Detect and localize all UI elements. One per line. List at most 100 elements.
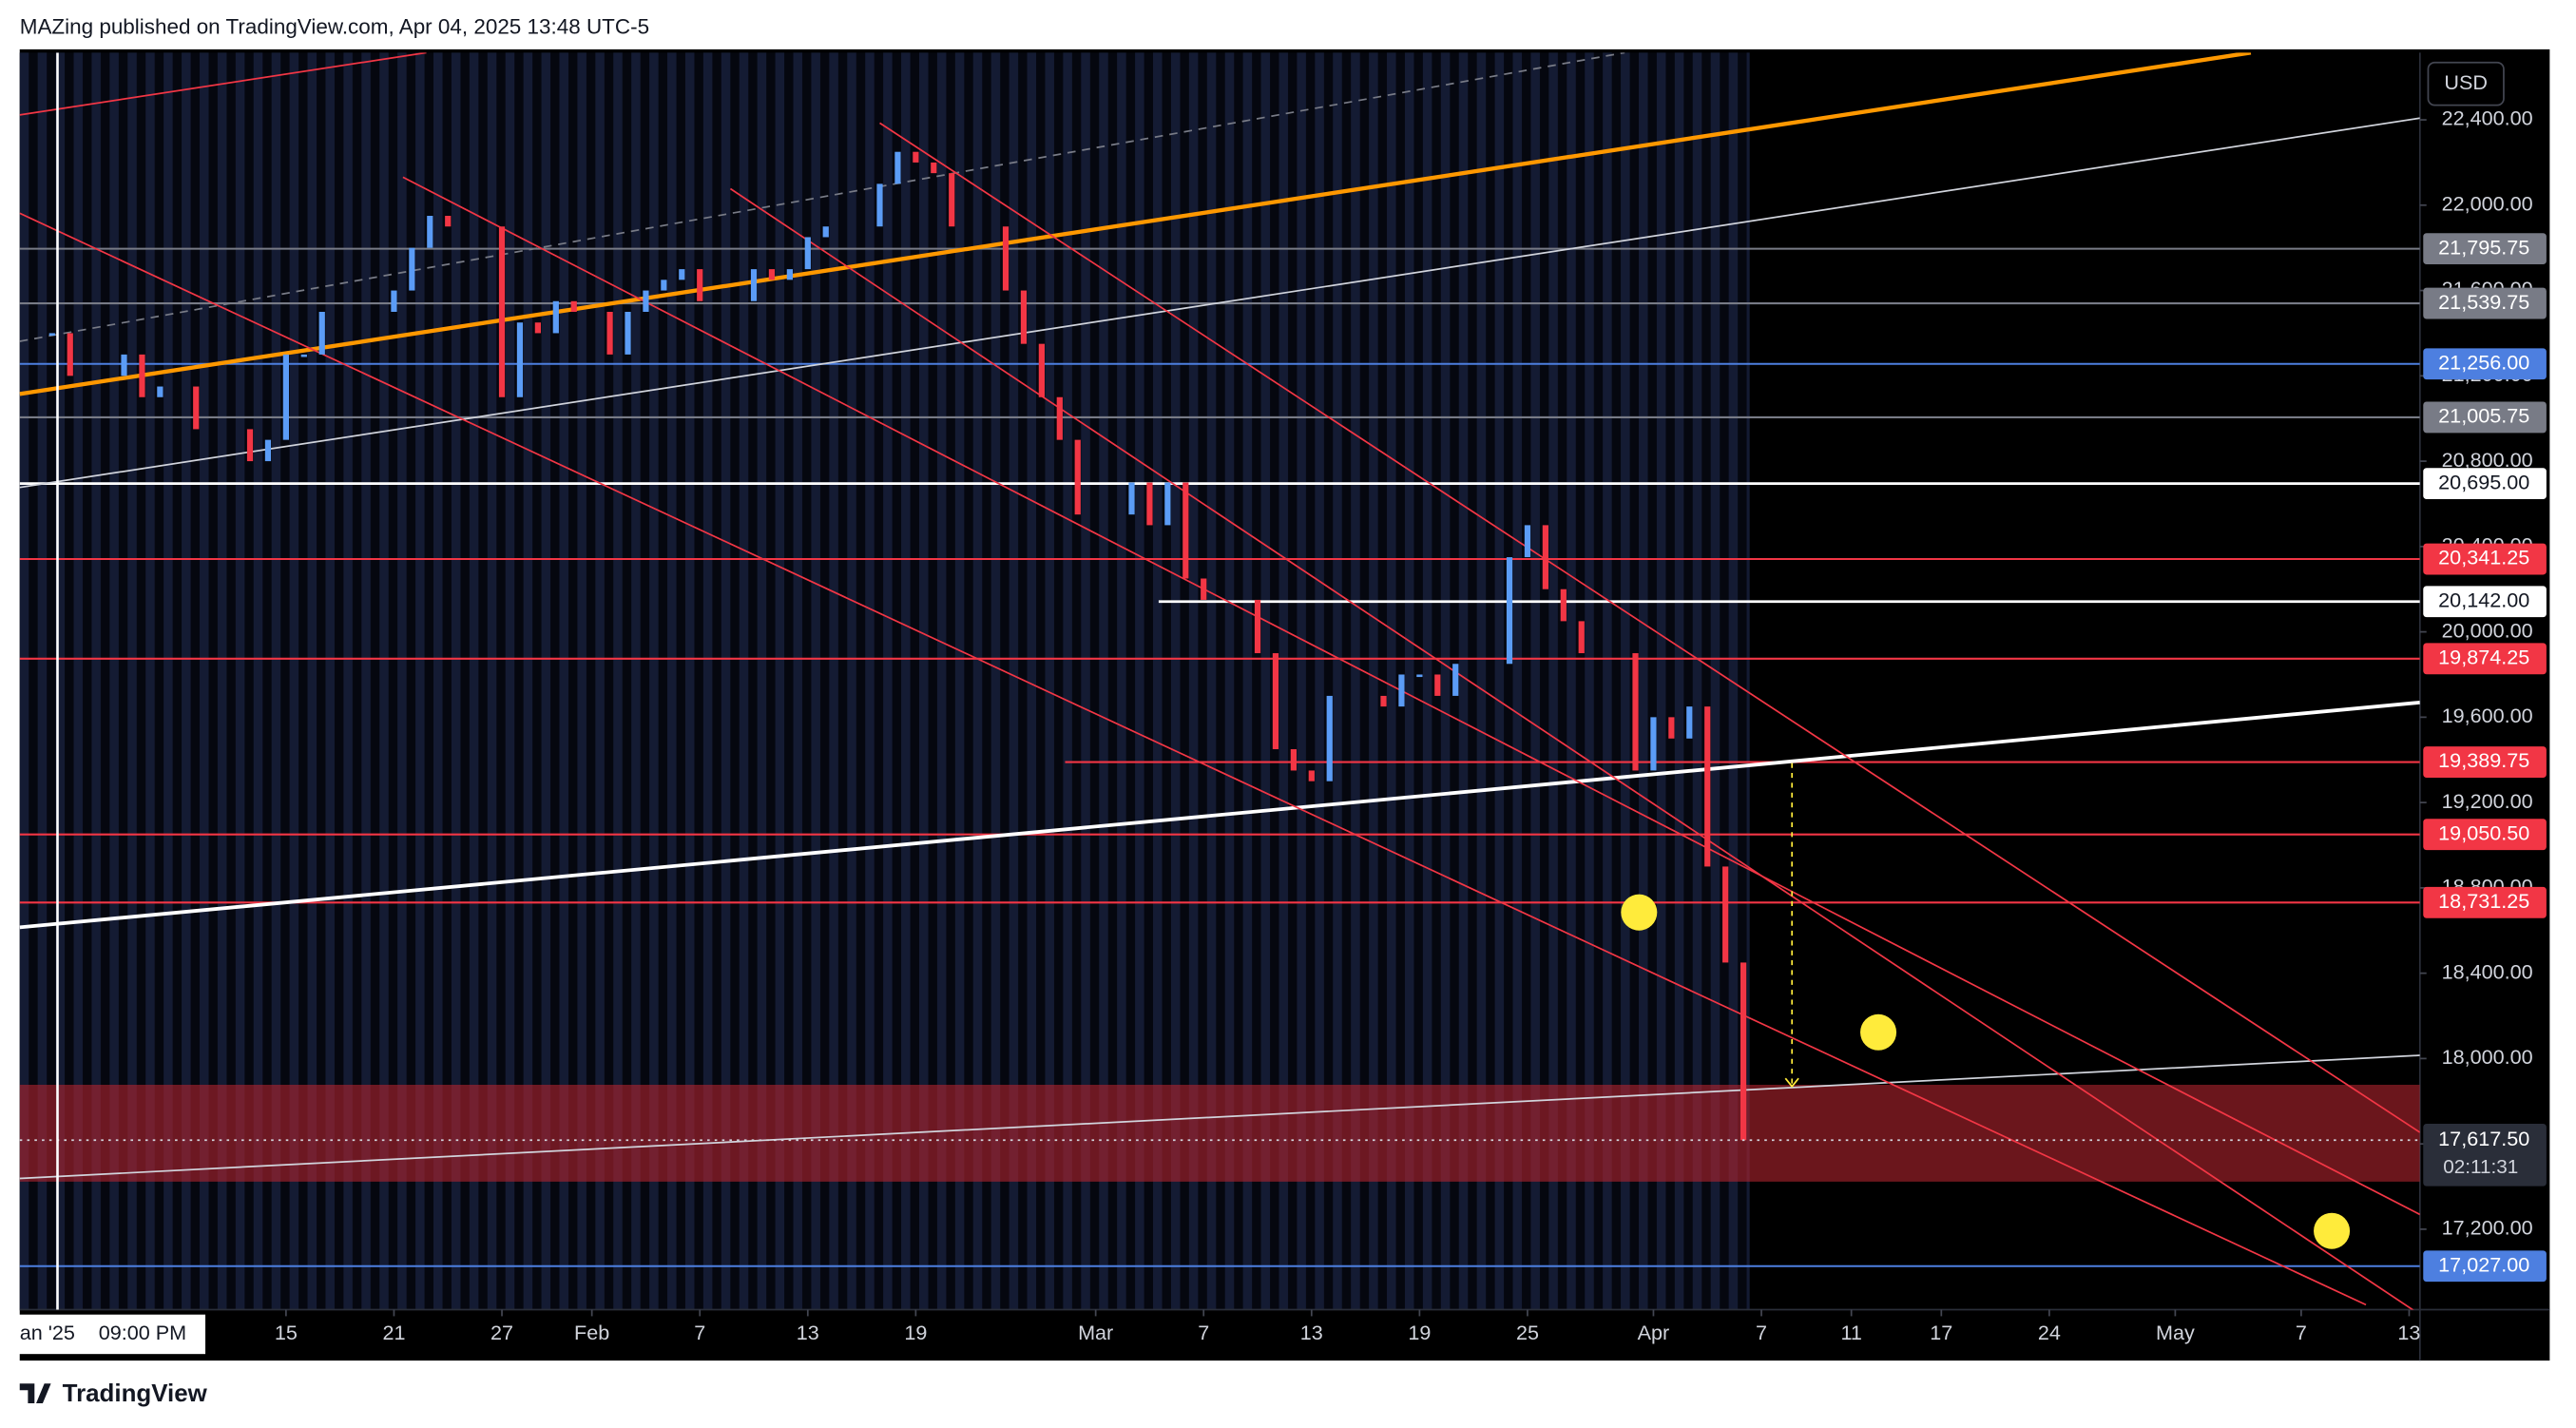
candle — [264, 439, 272, 462]
x-tick-label: Feb — [574, 1321, 609, 1344]
candle — [822, 226, 829, 238]
candle — [534, 322, 541, 334]
level-label: 21,539.75 — [2438, 290, 2529, 314]
currency: USD — [2444, 70, 2488, 94]
candle — [894, 151, 901, 184]
candle — [1398, 674, 1405, 707]
price-label-box — [2423, 586, 2547, 618]
x-tick-label: 27 — [490, 1321, 513, 1344]
candle — [121, 354, 127, 376]
x-tick-label: 19 — [1408, 1321, 1431, 1344]
candle — [1038, 343, 1045, 397]
trendline — [19, 117, 2420, 489]
x-tick-label: 11 — [1840, 1321, 1861, 1344]
trendline — [19, 1054, 2420, 1180]
x-tick-label: 7 — [694, 1321, 705, 1344]
candle — [1380, 695, 1387, 707]
level-label: 20,142.00 — [2438, 588, 2529, 611]
level-label: 21,005.75 — [2438, 404, 2529, 428]
x-tick-label: 21 — [382, 1321, 405, 1344]
candle — [1632, 653, 1639, 771]
price-label-box — [2423, 401, 2547, 434]
price-label-box — [2423, 348, 2547, 380]
x-tick-label: 19 — [904, 1321, 927, 1344]
candle — [1722, 866, 1729, 963]
current-price-box — [2423, 1123, 2547, 1187]
candle — [1524, 525, 1531, 558]
candle — [67, 333, 73, 376]
y-tick-label: 22,400.00 — [2442, 106, 2533, 130]
price-label-box — [2423, 543, 2547, 575]
currency-badge — [2427, 61, 2505, 106]
x-tick-label: Apr — [1638, 1321, 1670, 1344]
level-label: 19,874.25 — [2438, 646, 2529, 669]
candle — [1416, 674, 1423, 678]
y-tick-label: 20,000.00 — [2442, 618, 2533, 642]
price-label-box — [2423, 746, 2547, 778]
candle — [318, 311, 325, 355]
brand: TradingView — [63, 1380, 208, 1407]
candle — [1578, 621, 1585, 654]
x-tick-label: 17 — [1930, 1321, 1952, 1344]
candle — [1686, 706, 1693, 739]
candle — [768, 269, 776, 280]
candle — [1560, 589, 1567, 622]
trendline — [19, 52, 2252, 396]
candle — [139, 354, 145, 397]
level-label: 20,695.00 — [2438, 470, 2529, 493]
candle — [661, 280, 667, 291]
x-tick-label: Mar — [1078, 1321, 1113, 1344]
y-tick-label: 22,000.00 — [2442, 192, 2533, 216]
marker — [1621, 894, 1658, 931]
y-tick-label: 18,400.00 — [2442, 959, 2533, 983]
level-label: 19,050.50 — [2438, 820, 2529, 844]
candle — [949, 173, 955, 227]
y-tick-label: 19,200.00 — [2442, 789, 2533, 813]
candle — [1182, 482, 1189, 579]
projection-arrowhead — [1784, 1077, 1799, 1089]
trendline — [402, 176, 2420, 1216]
trendline — [729, 187, 2414, 1310]
y-tick-label: 17,200.00 — [2442, 1216, 2533, 1240]
candle — [625, 311, 631, 355]
candle — [48, 333, 55, 337]
bar-countdown: 02:11:31 — [2443, 1156, 2518, 1178]
level-label: 18,731.25 — [2438, 889, 2529, 913]
candle — [516, 322, 524, 397]
trendline — [19, 52, 427, 116]
trendline — [19, 52, 1625, 342]
candle — [876, 183, 883, 227]
candle — [409, 247, 415, 291]
price-label-box — [2423, 233, 2547, 265]
candle — [1201, 578, 1207, 600]
candle — [1128, 482, 1135, 515]
candle — [606, 311, 613, 355]
candle — [1146, 482, 1153, 526]
candle — [643, 290, 649, 312]
crosshair-date: an '25 — [20, 1321, 75, 1344]
level-label: 21,256.00 — [2438, 350, 2529, 374]
candle — [427, 216, 433, 248]
level-label: 20,341.25 — [2438, 546, 2529, 569]
candle — [1290, 749, 1297, 771]
candle — [697, 269, 703, 301]
candle — [391, 290, 397, 312]
candle — [1650, 717, 1657, 771]
level-label: 19,389.75 — [2438, 748, 2529, 772]
y-tick-label: 19,600.00 — [2442, 704, 2533, 727]
price-label-box — [2423, 819, 2547, 851]
x-tick-label: 13 — [2397, 1321, 2420, 1344]
price-label-box — [2423, 287, 2547, 319]
candle — [1506, 557, 1513, 665]
y-tick-label: 18,000.00 — [2442, 1045, 2533, 1069]
candle — [157, 386, 163, 397]
x-tick-label: 15 — [275, 1321, 298, 1344]
crosshair-time-box — [0, 1314, 206, 1355]
candle — [1326, 695, 1333, 782]
candle — [300, 354, 307, 357]
candle — [282, 354, 289, 440]
candle — [1020, 290, 1028, 344]
x-tick-label: 24 — [2038, 1321, 2061, 1344]
